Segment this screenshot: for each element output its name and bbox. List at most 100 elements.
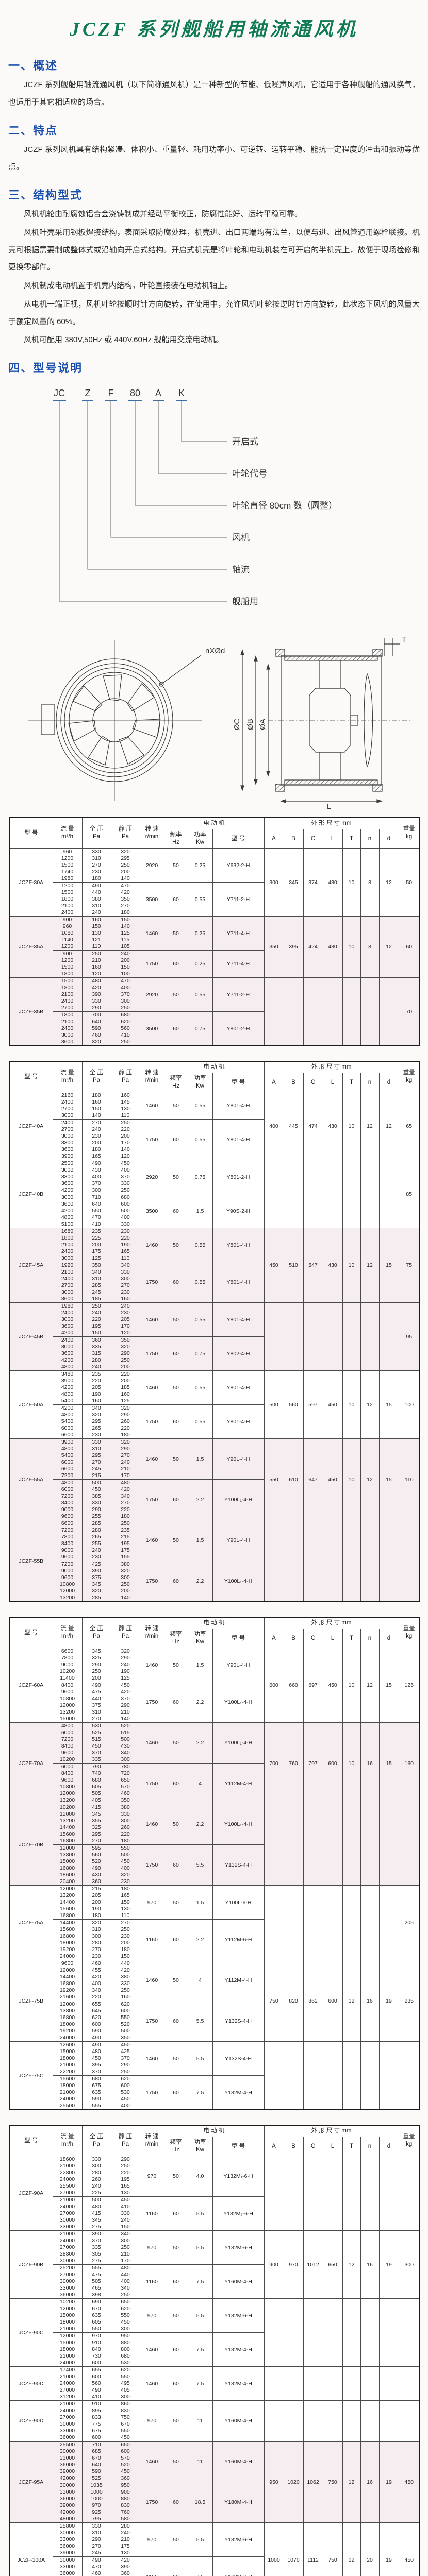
table-row: JCZF-35A 900 160 150 1460 50 0.25 Y711-4-H 350 39… <box>9 916 420 978</box>
static-pressure-cell: 140 <box>110 1146 140 1153</box>
total-pressure-cell: 740 <box>81 1770 111 1777</box>
speed-cell: 2920 <box>139 1160 164 1194</box>
table-row: 33000 670 570 <box>9 2455 420 2462</box>
flow-cell: 42000 <box>52 2475 83 2482</box>
power-cell: 7.5 <box>187 2556 213 2576</box>
total-pressure-cell: 335 <box>81 2244 111 2251</box>
speed-cell: 1750 <box>139 2482 164 2523</box>
static-pressure-cell: 215 <box>110 1534 140 1540</box>
frequency-cell: 50 <box>163 1228 188 1262</box>
table-row: 1500 270 250 <box>9 862 420 869</box>
flow-cell: 21000 <box>52 2326 83 2333</box>
static-pressure-cell: 400 <box>110 985 140 991</box>
static-pressure-cell: 680 <box>110 1011 140 1019</box>
flow-cell: 2400 <box>52 1248 83 1255</box>
total-pressure-cell: 600 <box>81 2374 111 2380</box>
flow-cell: 16800 <box>52 1933 83 1940</box>
flow-cell: 3900 <box>52 1438 83 1446</box>
static-pressure-cell: 220 <box>110 2170 140 2176</box>
static-pressure-cell: 400 <box>110 1865 140 1872</box>
table-row: 27000 335 250 <box>9 2244 420 2251</box>
table-row: 15600 295 220 <box>9 1831 420 1838</box>
dimension-cell <box>264 977 284 1046</box>
dimension-cell <box>342 2366 361 2401</box>
header-dim-A: A <box>264 1629 284 1648</box>
dimension-cell: 450 <box>322 1370 343 1439</box>
static-pressure-cell: 340 <box>110 1262 140 1269</box>
dimension-cell: 750 <box>322 2522 343 2576</box>
header-weight: 重量 kg <box>398 1617 420 1648</box>
dimension-cell: 12 <box>378 848 399 917</box>
motor-model-cell: Y801-4-H <box>212 1228 265 1262</box>
flow-cell: 13800 <box>52 1852 83 1858</box>
paragraph: JCZF 系列风机具有结构紧凑、体积小、重量轻、耗用功率小、可逆转、运转平稳、能… <box>8 145 420 172</box>
total-pressure-cell: 370 <box>81 2069 111 2076</box>
motor-model-cell: Y711-4-H <box>212 916 265 951</box>
header-power: 功率 Kw <box>187 829 213 849</box>
flow-cell: 12600 <box>52 2041 83 2048</box>
total-pressure-cell: 290 <box>81 1506 111 1513</box>
power-cell: 5.5 <box>187 2522 213 2557</box>
header-dim-d: d <box>378 2137 399 2156</box>
static-pressure-cell: 750 <box>110 2414 140 2421</box>
dimension-cell <box>360 2298 380 2367</box>
static-pressure-cell: 600 <box>110 2448 140 2455</box>
table-row: 1800 700 680 3500 60 0.75 Y801-2-H <box>9 1011 420 1046</box>
total-pressure-cell: 490 <box>81 2556 111 2564</box>
power-cell: 0.55 <box>187 1262 213 1303</box>
speed-cell: 1750 <box>139 1404 164 1439</box>
total-pressure-cell: 480 <box>81 2048 111 2055</box>
power-cell: 1.5 <box>187 1438 213 1480</box>
speed-cell: 2920 <box>139 848 164 883</box>
total-pressure-cell: 230 <box>81 869 111 875</box>
total-pressure-cell: 530 <box>81 1722 111 1730</box>
weight-cell <box>398 1520 420 1602</box>
power-cell: 1.5 <box>187 1885 213 1920</box>
model-cell: JCZF-45B <box>9 1302 53 1371</box>
dimension-cell: 10 <box>342 916 361 978</box>
flow-cell: 33000 <box>52 2285 83 2292</box>
flow-cell: 18000 <box>52 2055 83 2062</box>
static-pressure-cell: 200 <box>110 1588 140 1595</box>
dimension-cell: 1062 <box>303 2441 323 2523</box>
motor-model-cell: Y801-2-H <box>212 1160 265 1194</box>
table-row: JCZF-45A 1680 235 230 1460 50 0.55 Y801-4-H 450 5… <box>9 1228 420 1303</box>
motor-model-cell: Y801-4-H <box>212 1302 265 1337</box>
static-pressure-cell: 405 <box>110 2387 140 2394</box>
dimension-cell: 12 <box>378 1092 399 1160</box>
motor-model-cell: Y100L₁-4-H <box>212 1682 265 1723</box>
table-row: 6000 270 240 <box>9 1459 420 1466</box>
table-row: 30000 345 240 <box>9 2217 420 2224</box>
speed-cell: 1750 <box>139 950 164 978</box>
static-pressure-cell: 380 <box>110 1974 140 1980</box>
dimension-cell: 12 <box>342 2441 361 2523</box>
static-pressure-cell: 190 <box>110 1242 140 1248</box>
total-pressure-cell: 655 <box>81 2366 111 2374</box>
static-pressure-cell: 145 <box>110 1099 140 1106</box>
total-pressure-cell: 220 <box>81 1316 111 1323</box>
total-pressure-cell: 465 <box>81 2285 111 2292</box>
table-row: 21000 730 680 <box>9 2353 420 2360</box>
table-row: 36000 460 360 <box>9 2570 420 2576</box>
total-pressure-cell: 345 <box>81 1581 111 1588</box>
header-dimensions: 外 形 尺 寸 mm <box>264 1061 399 1073</box>
flow-cell: 10200 <box>52 1668 83 1675</box>
total-pressure-cell: 970 <box>81 2332 111 2340</box>
flow-cell: 8400 <box>52 1540 83 1547</box>
table-row: 30000 685 600 <box>9 2448 420 2455</box>
static-pressure-cell: 290 <box>110 1702 140 1709</box>
table-row: 33000 465 340 <box>9 2285 420 2292</box>
total-pressure-cell: 420 <box>81 1974 111 1980</box>
flow-cell: 7200 <box>52 1472 83 1480</box>
dimension-cell: 610 <box>283 1438 304 1520</box>
code-jc: JC <box>54 388 65 398</box>
table-row: 15600 310 250 <box>9 1926 420 1933</box>
total-pressure-cell: 555 <box>81 2264 111 2272</box>
static-pressure-cell: 110 <box>110 1255 140 1262</box>
static-pressure-cell: 290 <box>110 2156 140 2163</box>
header-weight: 重量 kg <box>398 817 420 849</box>
table-row: 3600 315 290 <box>9 1350 420 1357</box>
static-pressure-cell: 140 <box>110 875 140 883</box>
total-pressure-cell: 280 <box>81 2170 111 2176</box>
dimension-cell: 12 <box>342 2522 361 2576</box>
